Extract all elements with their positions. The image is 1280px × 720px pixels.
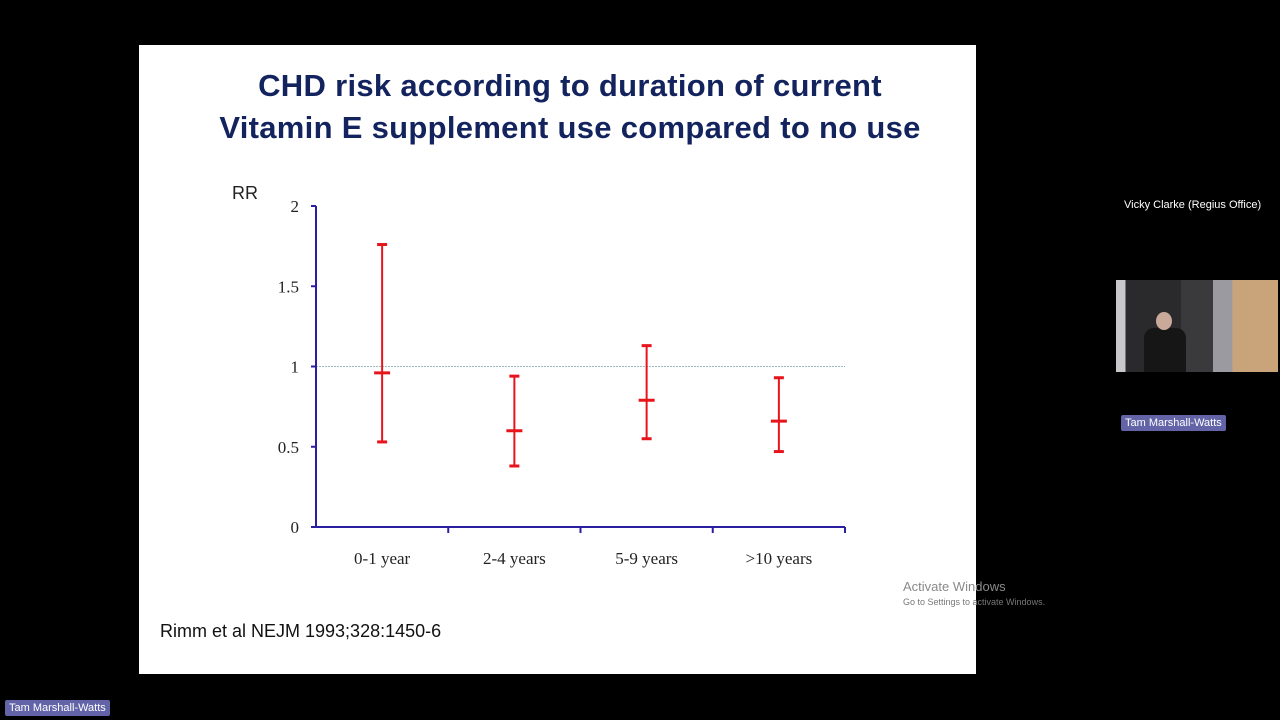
video-name-badge: Tam Marshall-Watts: [1121, 415, 1226, 431]
title-line-1: CHD risk according to duration of curren…: [258, 68, 882, 103]
x-tick-label: 0-1 year: [354, 549, 411, 568]
citation: Rimm et al NEJM 1993;328:1450-6: [160, 621, 442, 641]
person-body: [1144, 328, 1186, 372]
person-head: [1156, 312, 1172, 330]
rr-chart: RR 0 0.5 1 1.5 2 0-1 year 2-4 years 5-9 years >10…: [232, 183, 846, 568]
y-axis-label: RR: [232, 183, 258, 203]
watermark-line-1: Activate Windows: [903, 579, 1006, 594]
remote-participant-name: Vicky Clarke (Regius Office): [1124, 199, 1262, 211]
y-tick-label: 0: [291, 518, 300, 537]
title-line-2: Vitamin E supplement use compared to no …: [219, 110, 921, 145]
y-tick-label: 2: [291, 197, 300, 216]
slide-title: CHD risk according to duration of curren…: [139, 65, 1001, 149]
y-tick-label: 1.5: [278, 277, 299, 296]
shared-slide: CHD risk according to duration of curren…: [139, 45, 976, 674]
x-tick-label: >10 years: [746, 549, 813, 568]
self-name-badge: Tam Marshall-Watts: [5, 700, 110, 716]
watermark-line-2: Go to Settings to activate Windows.: [903, 597, 1046, 607]
y-tick-label: 0.5: [278, 438, 299, 457]
x-tick-label: 2-4 years: [483, 549, 546, 568]
activate-windows-watermark: Activate Windows Go to Settings to activ…: [903, 579, 1045, 607]
y-tick-label: 1: [291, 358, 300, 377]
x-tick-label: 5-9 years: [615, 549, 678, 568]
participant-video[interactable]: [1116, 280, 1278, 372]
